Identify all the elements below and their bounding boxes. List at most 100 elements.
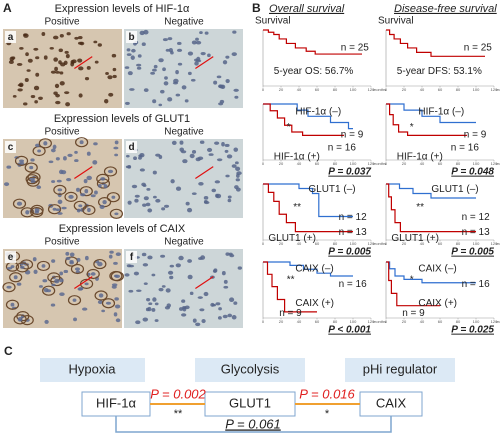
nucleus <box>49 46 54 50</box>
x-tick-label: 100 <box>473 161 480 166</box>
nucleus <box>114 212 119 216</box>
nucleus <box>75 187 80 192</box>
cell-membrane <box>15 262 29 273</box>
curve-label: HIF-1α (+) <box>274 151 320 162</box>
x-tick-label: 120 <box>491 241 498 246</box>
nucleus <box>178 255 184 261</box>
p-value: P = 0.005 <box>451 247 494 258</box>
nucleus <box>151 308 156 312</box>
nucleus <box>78 66 84 71</box>
nucleus <box>68 194 74 199</box>
cell-membrane <box>30 207 44 218</box>
x-tick-label: 0 <box>385 161 388 166</box>
x-tick-label: 0 <box>262 87 265 92</box>
section-title: Expression levels of HIF-1α <box>55 3 190 15</box>
nucleus <box>211 188 217 193</box>
nucleus <box>175 93 181 97</box>
nucleus <box>203 291 209 297</box>
nucleus <box>151 273 156 277</box>
survival-curve <box>386 183 476 199</box>
nucleus <box>34 210 39 214</box>
nucleus <box>181 299 186 303</box>
nucleus <box>139 30 145 36</box>
nucleus <box>59 81 65 86</box>
nucleus <box>16 282 22 286</box>
nucleus <box>142 263 149 267</box>
nucleus <box>207 53 211 58</box>
nucleus <box>29 177 35 181</box>
nucleus <box>6 266 13 270</box>
nucleus <box>77 36 83 40</box>
nucleus <box>148 302 153 306</box>
nucleus <box>233 301 238 305</box>
nucleus <box>184 99 189 103</box>
nucleus <box>197 296 203 299</box>
nucleus <box>225 174 230 178</box>
column-label: Positive <box>44 127 79 138</box>
nucleus <box>187 274 193 280</box>
nucleus <box>113 261 118 265</box>
nucleus <box>161 207 166 211</box>
nucleus <box>78 93 83 98</box>
category: Glycolysis <box>221 361 280 376</box>
nucleus <box>65 54 70 59</box>
nucleus <box>212 269 217 273</box>
nucleus <box>32 257 37 262</box>
cell-membrane <box>109 270 123 282</box>
nucleus <box>167 97 173 102</box>
nucleus <box>169 275 174 280</box>
x-axis-label: months <box>373 319 386 324</box>
category: Hypoxia <box>69 361 117 376</box>
nucleus <box>234 95 239 99</box>
survival-curve <box>386 103 467 136</box>
x-axis-label: months <box>496 161 500 166</box>
nucleus <box>160 89 165 94</box>
nucleus <box>6 165 12 169</box>
x-tick-label: 20 <box>402 241 407 246</box>
column-title: Disease-free survival <box>394 3 497 15</box>
x-tick-label: 0 <box>262 319 265 324</box>
nucleus <box>52 35 59 40</box>
cell-membrane <box>20 207 34 218</box>
nucleus <box>171 140 177 145</box>
x-tick-label: 0 <box>385 87 388 92</box>
p-value: P = 0.002 <box>150 386 206 401</box>
image-label: f <box>130 252 134 263</box>
curve-label: n = 13 <box>462 227 491 238</box>
x-tick-label: 0 <box>385 241 388 246</box>
nucleus <box>94 190 98 195</box>
p-value: P = 0.005 <box>328 247 371 258</box>
cell-membrane <box>13 314 27 325</box>
image-label-bg <box>5 141 16 153</box>
cell-membrane <box>64 191 78 202</box>
nucleus <box>201 319 206 324</box>
nucleus <box>136 289 142 293</box>
link <box>115 416 392 433</box>
nucleus <box>175 263 181 268</box>
curve-label: HIF-1α (+) <box>397 151 443 162</box>
nucleus <box>51 283 56 287</box>
curve-label: 5-year DFS: 53.1% <box>397 66 482 77</box>
nucleus <box>18 82 24 88</box>
nucleus <box>59 292 65 296</box>
nucleus <box>187 259 193 263</box>
cell-membrane <box>109 208 124 219</box>
nucleus <box>107 169 114 174</box>
nucleus <box>90 194 96 198</box>
nucleus <box>214 141 220 145</box>
significance: * <box>325 408 330 420</box>
nucleus <box>234 161 239 165</box>
nucleus <box>127 71 133 76</box>
nucleus <box>113 146 119 150</box>
x-axis-label: months <box>496 241 500 246</box>
nucleus <box>24 77 29 83</box>
survival-curve <box>263 183 353 218</box>
nucleus <box>147 306 152 312</box>
survival-curve <box>386 261 440 307</box>
nucleus <box>142 317 149 322</box>
nucleus <box>191 192 197 196</box>
cell-membrane <box>67 295 82 306</box>
histology-image: e <box>2 249 124 328</box>
nucleus <box>217 316 222 320</box>
nucleus <box>23 102 28 106</box>
